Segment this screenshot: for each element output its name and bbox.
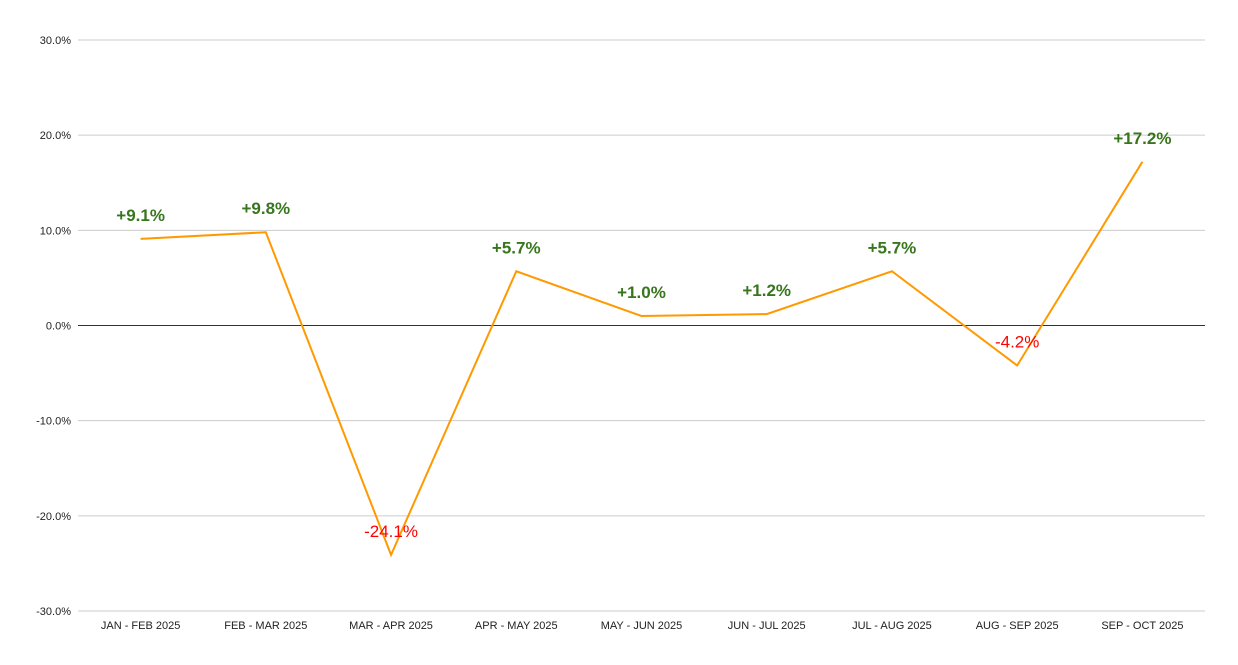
data-label: +5.7% — [868, 238, 917, 257]
x-tick-label: JUN - JUL 2025 — [728, 620, 806, 632]
data-label: +1.0% — [617, 283, 666, 302]
data-label: +9.1% — [116, 206, 165, 225]
x-tick-label: MAY - JUN 2025 — [601, 620, 683, 632]
y-tick-label: 20.0% — [40, 130, 71, 142]
data-label: +5.7% — [492, 238, 541, 257]
data-label: +17.2% — [1113, 129, 1171, 148]
series-line — [140, 161, 1144, 558]
x-tick-label: JAN - FEB 2025 — [101, 620, 180, 632]
data-label: +1.2% — [742, 281, 791, 300]
y-tick-label: -20.0% — [36, 511, 71, 523]
x-tick-label: APR - MAY 2025 — [475, 620, 558, 632]
y-tick-label: 10.0% — [40, 225, 71, 237]
x-tick-label: MAR - APR 2025 — [349, 620, 433, 632]
data-label: -4.2% — [995, 332, 1039, 351]
y-tick-label: 30.0% — [40, 35, 71, 47]
y-tick-label: -30.0% — [36, 606, 71, 618]
x-tick-label: JUL - AUG 2025 — [852, 620, 932, 632]
data-label: +9.8% — [241, 199, 290, 218]
x-tick-label: AUG - SEP 2025 — [976, 620, 1059, 632]
y-tick-label: -10.0% — [36, 416, 71, 428]
x-tick-label: SEP - OCT 2025 — [1101, 620, 1183, 632]
data-label: -24.1% — [364, 522, 418, 541]
x-tick-label: FEB - MAR 2025 — [224, 620, 307, 632]
y-tick-label: 0.0% — [46, 321, 71, 333]
